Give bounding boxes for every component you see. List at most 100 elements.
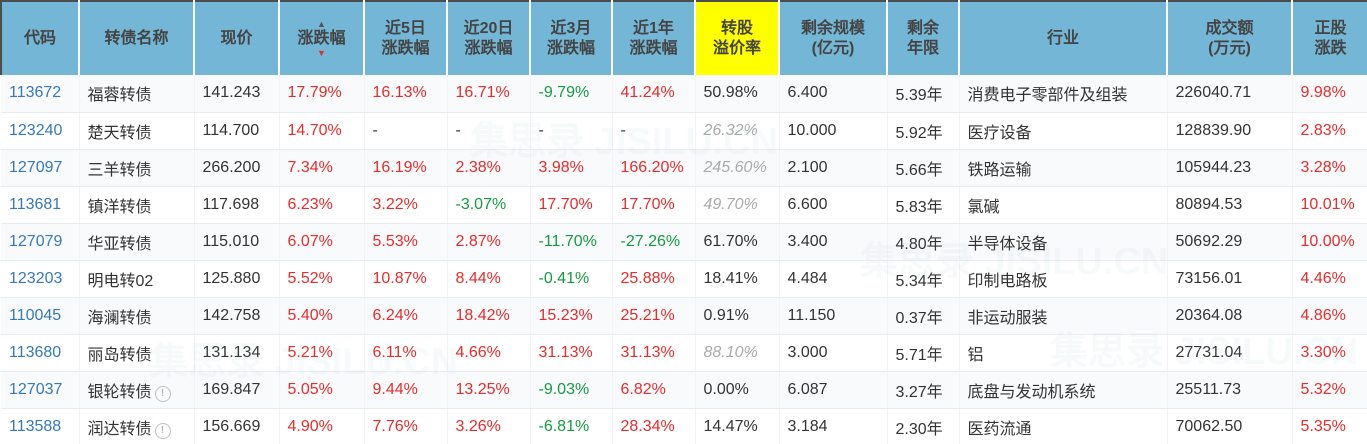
column-header-size[interactable]: 剩余规模 (亿元) xyxy=(779,0,888,75)
column-header-code[interactable]: 代码 xyxy=(0,0,80,75)
notice-icon[interactable]: ! xyxy=(154,422,171,439)
cell-change: 6.07% xyxy=(279,223,365,261)
column-header-change[interactable]: ▲ 涨跌幅 ▼ xyxy=(279,0,365,75)
cell-code[interactable]: 127079 xyxy=(1,223,80,261)
table-row: 110045 海澜转债 142.758 5.40% 6.24% 18.42% 15.23% 2… xyxy=(1,297,1367,335)
column-label: 转股 溢价率 xyxy=(712,19,761,57)
column-header-stock_change[interactable]: 正股 涨跌 xyxy=(1292,0,1367,75)
cell-chg_5d: - xyxy=(364,112,448,150)
cell-size: 6.400 xyxy=(779,75,888,113)
bond-name[interactable]: 华亚转债 xyxy=(87,235,152,253)
cell-industry: 消费电子零部件及组装 xyxy=(959,75,1168,113)
cell-chg_20d: 4.66% xyxy=(447,334,531,372)
cell-size: 6.600 xyxy=(779,186,888,224)
column-header-turnover[interactable]: 成交额 (万元) xyxy=(1167,0,1293,75)
cell-name[interactable]: 银轮转债! xyxy=(79,371,195,409)
cell-name[interactable]: 镇洋转债 xyxy=(79,186,195,224)
cell-stock_change: 4.46% xyxy=(1292,260,1367,298)
bond-name[interactable]: 银轮转债 xyxy=(87,383,152,401)
cell-size: 11.150 xyxy=(779,297,888,335)
cell-industry: 半导体设备 xyxy=(959,223,1168,261)
cell-years: 5.34年 xyxy=(887,260,960,298)
column-label: 转债名称 xyxy=(104,29,169,47)
column-label: 剩余规模 (亿元) xyxy=(800,19,865,57)
cell-size: 3.400 xyxy=(779,223,888,261)
cell-price: 117.698 xyxy=(194,186,280,224)
bond-name[interactable]: 三羊转债 xyxy=(87,161,152,179)
table-row: 123240 楚天转债 114.700 14.70% - - - -26.32% 10.000 5… xyxy=(1,112,1367,150)
cell-code[interactable]: 110045 xyxy=(1,297,80,335)
cell-price: 156.669 xyxy=(194,408,280,444)
cell-chg_1y: 25.21% xyxy=(612,297,696,335)
cell-chg_3m: - xyxy=(530,112,613,150)
cell-turnover: 50692.29 xyxy=(1167,223,1293,261)
cell-chg_5d: 6.24% xyxy=(364,297,448,335)
column-label: 近5日 涨跌幅 xyxy=(381,19,430,57)
cell-turnover: 105944.23 xyxy=(1167,149,1293,187)
bond-name[interactable]: 福蓉转债 xyxy=(87,87,152,105)
cell-premium: 88.10% xyxy=(695,334,780,372)
cell-name[interactable]: 华亚转债 xyxy=(79,223,195,261)
cell-chg_3m: -6.81% xyxy=(530,408,613,444)
cell-code[interactable]: 113588 xyxy=(1,408,80,444)
column-header-name[interactable]: 转债名称 xyxy=(79,0,195,75)
bond-name[interactable]: 丽岛转债 xyxy=(87,346,152,364)
cell-chg_3m: -0.41% xyxy=(530,260,613,298)
sort-asc-icon[interactable]: ▲ xyxy=(317,18,326,29)
column-header-industry[interactable]: 行业 xyxy=(959,0,1168,75)
bond-name[interactable]: 海澜转债 xyxy=(87,309,152,327)
cell-name[interactable]: 福蓉转债 xyxy=(79,75,195,113)
bond-name[interactable]: 镇洋转债 xyxy=(87,198,152,216)
column-header-chg_3m[interactable]: 近3月 涨跌幅 xyxy=(530,0,613,75)
cell-industry: 医疗设备 xyxy=(959,112,1168,150)
column-header-chg_20d[interactable]: 近20日 涨跌幅 xyxy=(447,0,531,75)
column-header-premium[interactable]: 转股 溢价率 xyxy=(695,0,780,75)
column-header-chg_1y[interactable]: 近1年 涨跌幅 xyxy=(612,0,696,75)
table-header-row: 代码 转债名称 现价 ▲ 涨跌幅 ▼ 近5日 涨跌幅 近20日 涨跌幅 近3月 涨跌幅 近1年 涨… xyxy=(0,0,1367,75)
cell-code[interactable]: 127097 xyxy=(1,149,80,187)
column-header-chg_5d[interactable]: 近5日 涨跌幅 xyxy=(364,0,448,75)
cell-industry: 非运动服装 xyxy=(959,297,1168,335)
cell-code[interactable]: 127037 xyxy=(1,371,80,409)
cell-price: 169.847 xyxy=(194,371,280,409)
cell-turnover: 25511.73 xyxy=(1167,371,1293,409)
cell-premium: 61.70% xyxy=(695,223,780,261)
cell-code[interactable]: 123203 xyxy=(1,260,80,298)
cell-name[interactable]: 海澜转债 xyxy=(79,297,195,335)
table-row: 113680 丽岛转债 131.134 5.21% 6.11% 4.66% 31.13% 31… xyxy=(1,334,1367,372)
cell-chg_5d: 16.19% xyxy=(364,149,448,187)
cell-chg_3m: 3.98% xyxy=(530,149,613,187)
cell-name[interactable]: 润达转债! xyxy=(79,408,195,444)
cell-name[interactable]: 丽岛转债 xyxy=(79,334,195,372)
cell-chg_1y: 41.24% xyxy=(612,75,696,113)
column-header-years[interactable]: 剩余 年限 xyxy=(887,0,960,75)
cell-years: 2.30年 xyxy=(887,408,960,444)
column-header-price[interactable]: 现价 xyxy=(194,0,280,75)
cell-name[interactable]: 楚天转债 xyxy=(79,112,195,150)
sort-desc-icon[interactable]: ▼ xyxy=(317,47,326,58)
cell-chg_20d: -3.07% xyxy=(447,186,531,224)
cell-chg_20d: 2.87% xyxy=(447,223,531,261)
cell-premium: 245.60% xyxy=(695,149,780,187)
cell-code[interactable]: 113680 xyxy=(1,334,80,372)
cell-code[interactable]: 113681 xyxy=(1,186,80,224)
cell-chg_3m: -9.79% xyxy=(530,75,613,113)
cell-code[interactable]: 113672 xyxy=(1,75,80,113)
cell-name[interactable]: 三羊转债 xyxy=(79,149,195,187)
cell-size: 3.184 xyxy=(779,408,888,444)
cell-chg_20d: 13.25% xyxy=(447,371,531,409)
bond-name[interactable]: 楚天转债 xyxy=(87,124,152,142)
cell-years: 4.80年 xyxy=(887,223,960,261)
notice-icon[interactable]: ! xyxy=(154,385,171,402)
cell-chg_20d: 8.44% xyxy=(447,260,531,298)
column-label: 近1年 涨跌幅 xyxy=(629,19,678,57)
cell-stock_change: 10.00% xyxy=(1292,223,1367,261)
cell-name[interactable]: 明电转02 xyxy=(79,260,195,298)
bond-name[interactable]: 明电转02 xyxy=(87,272,154,290)
cell-years: 0.37年 xyxy=(887,297,960,335)
cell-code[interactable]: 123240 xyxy=(1,112,80,150)
cell-stock_change: 5.32% xyxy=(1292,371,1367,409)
table-row: 113588 润达转债! 156.669 4.90% 7.76% 3.26% -6.81% 2… xyxy=(1,408,1367,444)
bond-name[interactable]: 润达转债 xyxy=(87,420,152,438)
